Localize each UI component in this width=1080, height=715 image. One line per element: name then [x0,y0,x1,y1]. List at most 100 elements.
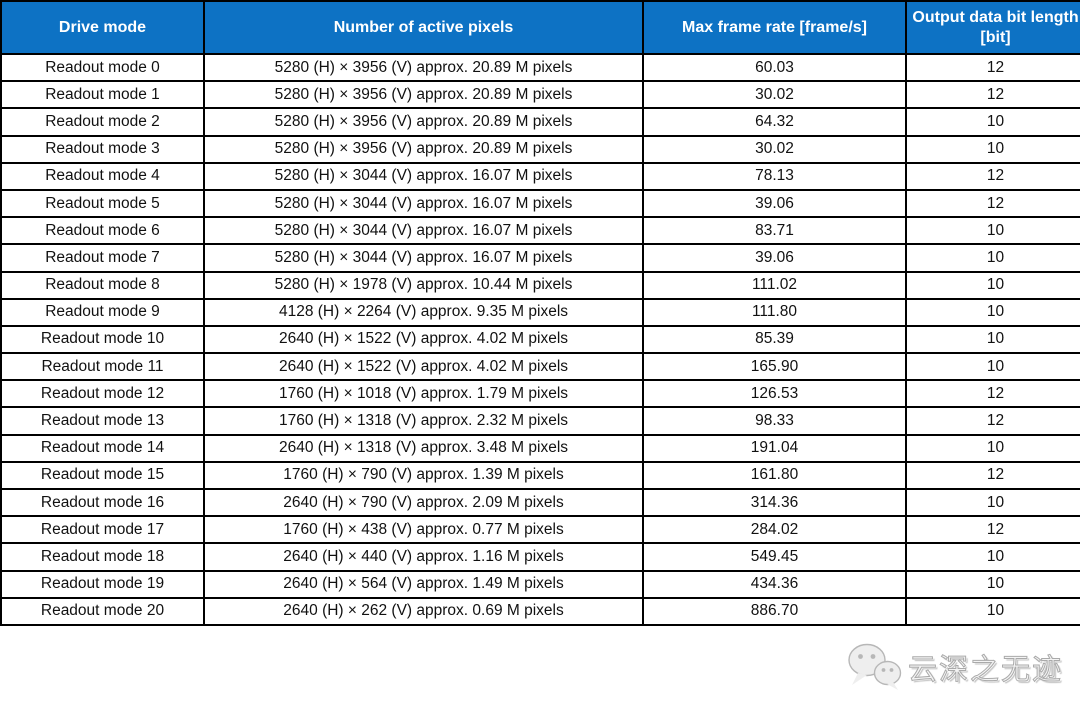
cell-max-frame-rate: 549.45 [642,542,907,572]
drive-mode-table: Drive mode Number of active pixels Max f… [0,0,1080,626]
cell-bit-length: 10 [905,352,1080,382]
cell-bit-length: 12 [905,515,1080,545]
table-row: Readout mode 0 5280 (H) × 3956 (V) approx… [0,52,1080,83]
header-row: Drive mode Number of active pixels Max f… [0,0,1080,55]
table-row: Readout mode 5 5280 (H) × 3044 (V) approx… [0,188,1080,219]
cell-max-frame-rate: 85.39 [642,324,907,355]
cell-max-frame-rate: 191.04 [642,433,907,463]
cell-bit-length: 10 [905,134,1080,164]
cell-drive-mode: Readout mode 14 [0,433,205,463]
table-row: Readout mode 15 1760 (H) × 790 (V) approx… [0,460,1080,491]
cell-max-frame-rate: 434.36 [642,569,907,599]
cell-max-frame-rate: 98.33 [642,406,907,436]
cell-bit-length: 12 [905,161,1080,191]
cell-max-frame-rate: 886.70 [642,596,907,626]
cell-active-pixels: 5280 (H) × 3044 (V) approx. 16.07 M pixe… [203,188,644,219]
table-row: Readout mode 11 2640 (H) × 1522 (V) appro… [0,352,1080,382]
cell-bit-length: 12 [905,379,1080,409]
watermark-text: 云深之无迹 [907,654,1064,687]
col-header-max-frame-rate: Max frame rate [frame/s] [642,0,907,55]
wechat-icon [846,642,902,692]
cell-drive-mode: Readout mode 12 [0,379,205,409]
cell-active-pixels: 2640 (H) × 790 (V) approx. 2.09 M pixels [203,487,644,518]
table-row: Readout mode 18 2640 (H) × 440 (V) approx… [0,542,1080,572]
cell-bit-length: 10 [905,569,1080,599]
cell-drive-mode: Readout mode 16 [0,487,205,518]
cell-drive-mode: Readout mode 18 [0,542,205,572]
cell-drive-mode: Readout mode 4 [0,161,205,191]
cell-drive-mode: Readout mode 1 [0,80,205,110]
cell-max-frame-rate: 83.71 [642,216,907,246]
table-row: Readout mode 8 5280 (H) × 1978 (V) approx… [0,270,1080,300]
cell-active-pixels: 5280 (H) × 3044 (V) approx. 16.07 M pixe… [203,161,644,191]
cell-active-pixels: 2640 (H) × 564 (V) approx. 1.49 M pixels [203,569,644,599]
table-row: Readout mode 4 5280 (H) × 3044 (V) approx… [0,161,1080,191]
cell-max-frame-rate: 126.53 [642,379,907,409]
cell-drive-mode: Readout mode 7 [0,243,205,273]
cell-max-frame-rate: 314.36 [642,487,907,518]
cell-bit-length: 12 [905,188,1080,219]
cell-active-pixels: 5280 (H) × 3956 (V) approx. 20.89 M pixe… [203,107,644,137]
col-header-active-pixels: Number of active pixels [203,0,644,55]
table-row: Readout mode 16 2640 (H) × 790 (V) approx… [0,487,1080,518]
cell-active-pixels: 5280 (H) × 1978 (V) approx. 10.44 M pixe… [203,270,644,300]
cell-drive-mode: Readout mode 6 [0,216,205,246]
cell-drive-mode: Readout mode 13 [0,406,205,436]
table-row: Readout mode 13 1760 (H) × 1318 (V) appro… [0,406,1080,436]
table-row: Readout mode 2 5280 (H) × 3956 (V) approx… [0,107,1080,137]
watermark: 云深之无迹 [846,641,1063,693]
cell-bit-length: 10 [905,107,1080,137]
cell-max-frame-rate: 111.80 [642,297,907,327]
cell-max-frame-rate: 64.32 [642,107,907,137]
cell-active-pixels: 2640 (H) × 262 (V) approx. 0.69 M pixels [203,596,644,626]
cell-active-pixels: 5280 (H) × 3044 (V) approx. 16.07 M pixe… [203,216,644,246]
cell-drive-mode: Readout mode 11 [0,352,205,382]
table-row: Readout mode 6 5280 (H) × 3044 (V) approx… [0,216,1080,246]
cell-bit-length: 10 [905,542,1080,572]
cell-max-frame-rate: 60.03 [642,52,907,83]
cell-drive-mode: Readout mode 9 [0,297,205,327]
cell-bit-length: 10 [905,216,1080,246]
cell-bit-length: 12 [905,52,1080,83]
table-row: Readout mode 19 2640 (H) × 564 (V) approx… [0,569,1080,599]
cell-drive-mode: Readout mode 20 [0,596,205,626]
cell-active-pixels: 2640 (H) × 1522 (V) approx. 4.02 M pixel… [203,324,644,355]
cell-drive-mode: Readout mode 10 [0,324,205,355]
table-row: Readout mode 1 5280 (H) × 3956 (V) approx… [0,80,1080,110]
cell-active-pixels: 1760 (H) × 1018 (V) approx. 1.79 M pixel… [203,379,644,409]
cell-bit-length: 10 [905,324,1080,355]
table-body: Readout mode 0 5280 (H) × 3956 (V) approx… [0,52,1080,626]
cell-max-frame-rate: 39.06 [642,188,907,219]
cell-max-frame-rate: 165.90 [642,352,907,382]
cell-drive-mode: Readout mode 0 [0,52,205,83]
cell-max-frame-rate: 30.02 [642,80,907,110]
cell-active-pixels: 4128 (H) × 2264 (V) approx. 9.35 M pixel… [203,297,644,327]
cell-drive-mode: Readout mode 3 [0,134,205,164]
cell-bit-length: 10 [905,270,1080,300]
cell-max-frame-rate: 111.02 [642,270,907,300]
cell-max-frame-rate: 161.80 [642,460,907,491]
cell-drive-mode: Readout mode 5 [0,188,205,219]
table-row: Readout mode 12 1760 (H) × 1018 (V) appro… [0,379,1080,409]
cell-bit-length: 10 [905,596,1080,626]
cell-drive-mode: Readout mode 8 [0,270,205,300]
table-row: Readout mode 3 5280 (H) × 3956 (V) approx… [0,134,1080,164]
cell-max-frame-rate: 78.13 [642,161,907,191]
cell-bit-length: 10 [905,487,1080,518]
cell-active-pixels: 1760 (H) × 790 (V) approx. 1.39 M pixels [203,460,644,491]
cell-max-frame-rate: 284.02 [642,515,907,545]
cell-active-pixels: 1760 (H) × 1318 (V) approx. 2.32 M pixel… [203,406,644,436]
table-row: Readout mode 7 5280 (H) × 3044 (V) approx… [0,243,1080,273]
cell-bit-length: 12 [905,80,1080,110]
table-row: Readout mode 20 2640 (H) × 262 (V) approx… [0,596,1080,626]
cell-bit-length: 10 [905,433,1080,463]
cell-drive-mode: Readout mode 15 [0,460,205,491]
cell-active-pixels: 5280 (H) × 3956 (V) approx. 20.89 M pixe… [203,80,644,110]
cell-active-pixels: 5280 (H) × 3044 (V) approx. 16.07 M pixe… [203,243,644,273]
cell-bit-length: 12 [905,406,1080,436]
cell-active-pixels: 5280 (H) × 3956 (V) approx. 20.89 M pixe… [203,52,644,83]
table-row: Readout mode 10 2640 (H) × 1522 (V) appro… [0,324,1080,355]
cell-drive-mode: Readout mode 17 [0,515,205,545]
cell-bit-length: 10 [905,297,1080,327]
